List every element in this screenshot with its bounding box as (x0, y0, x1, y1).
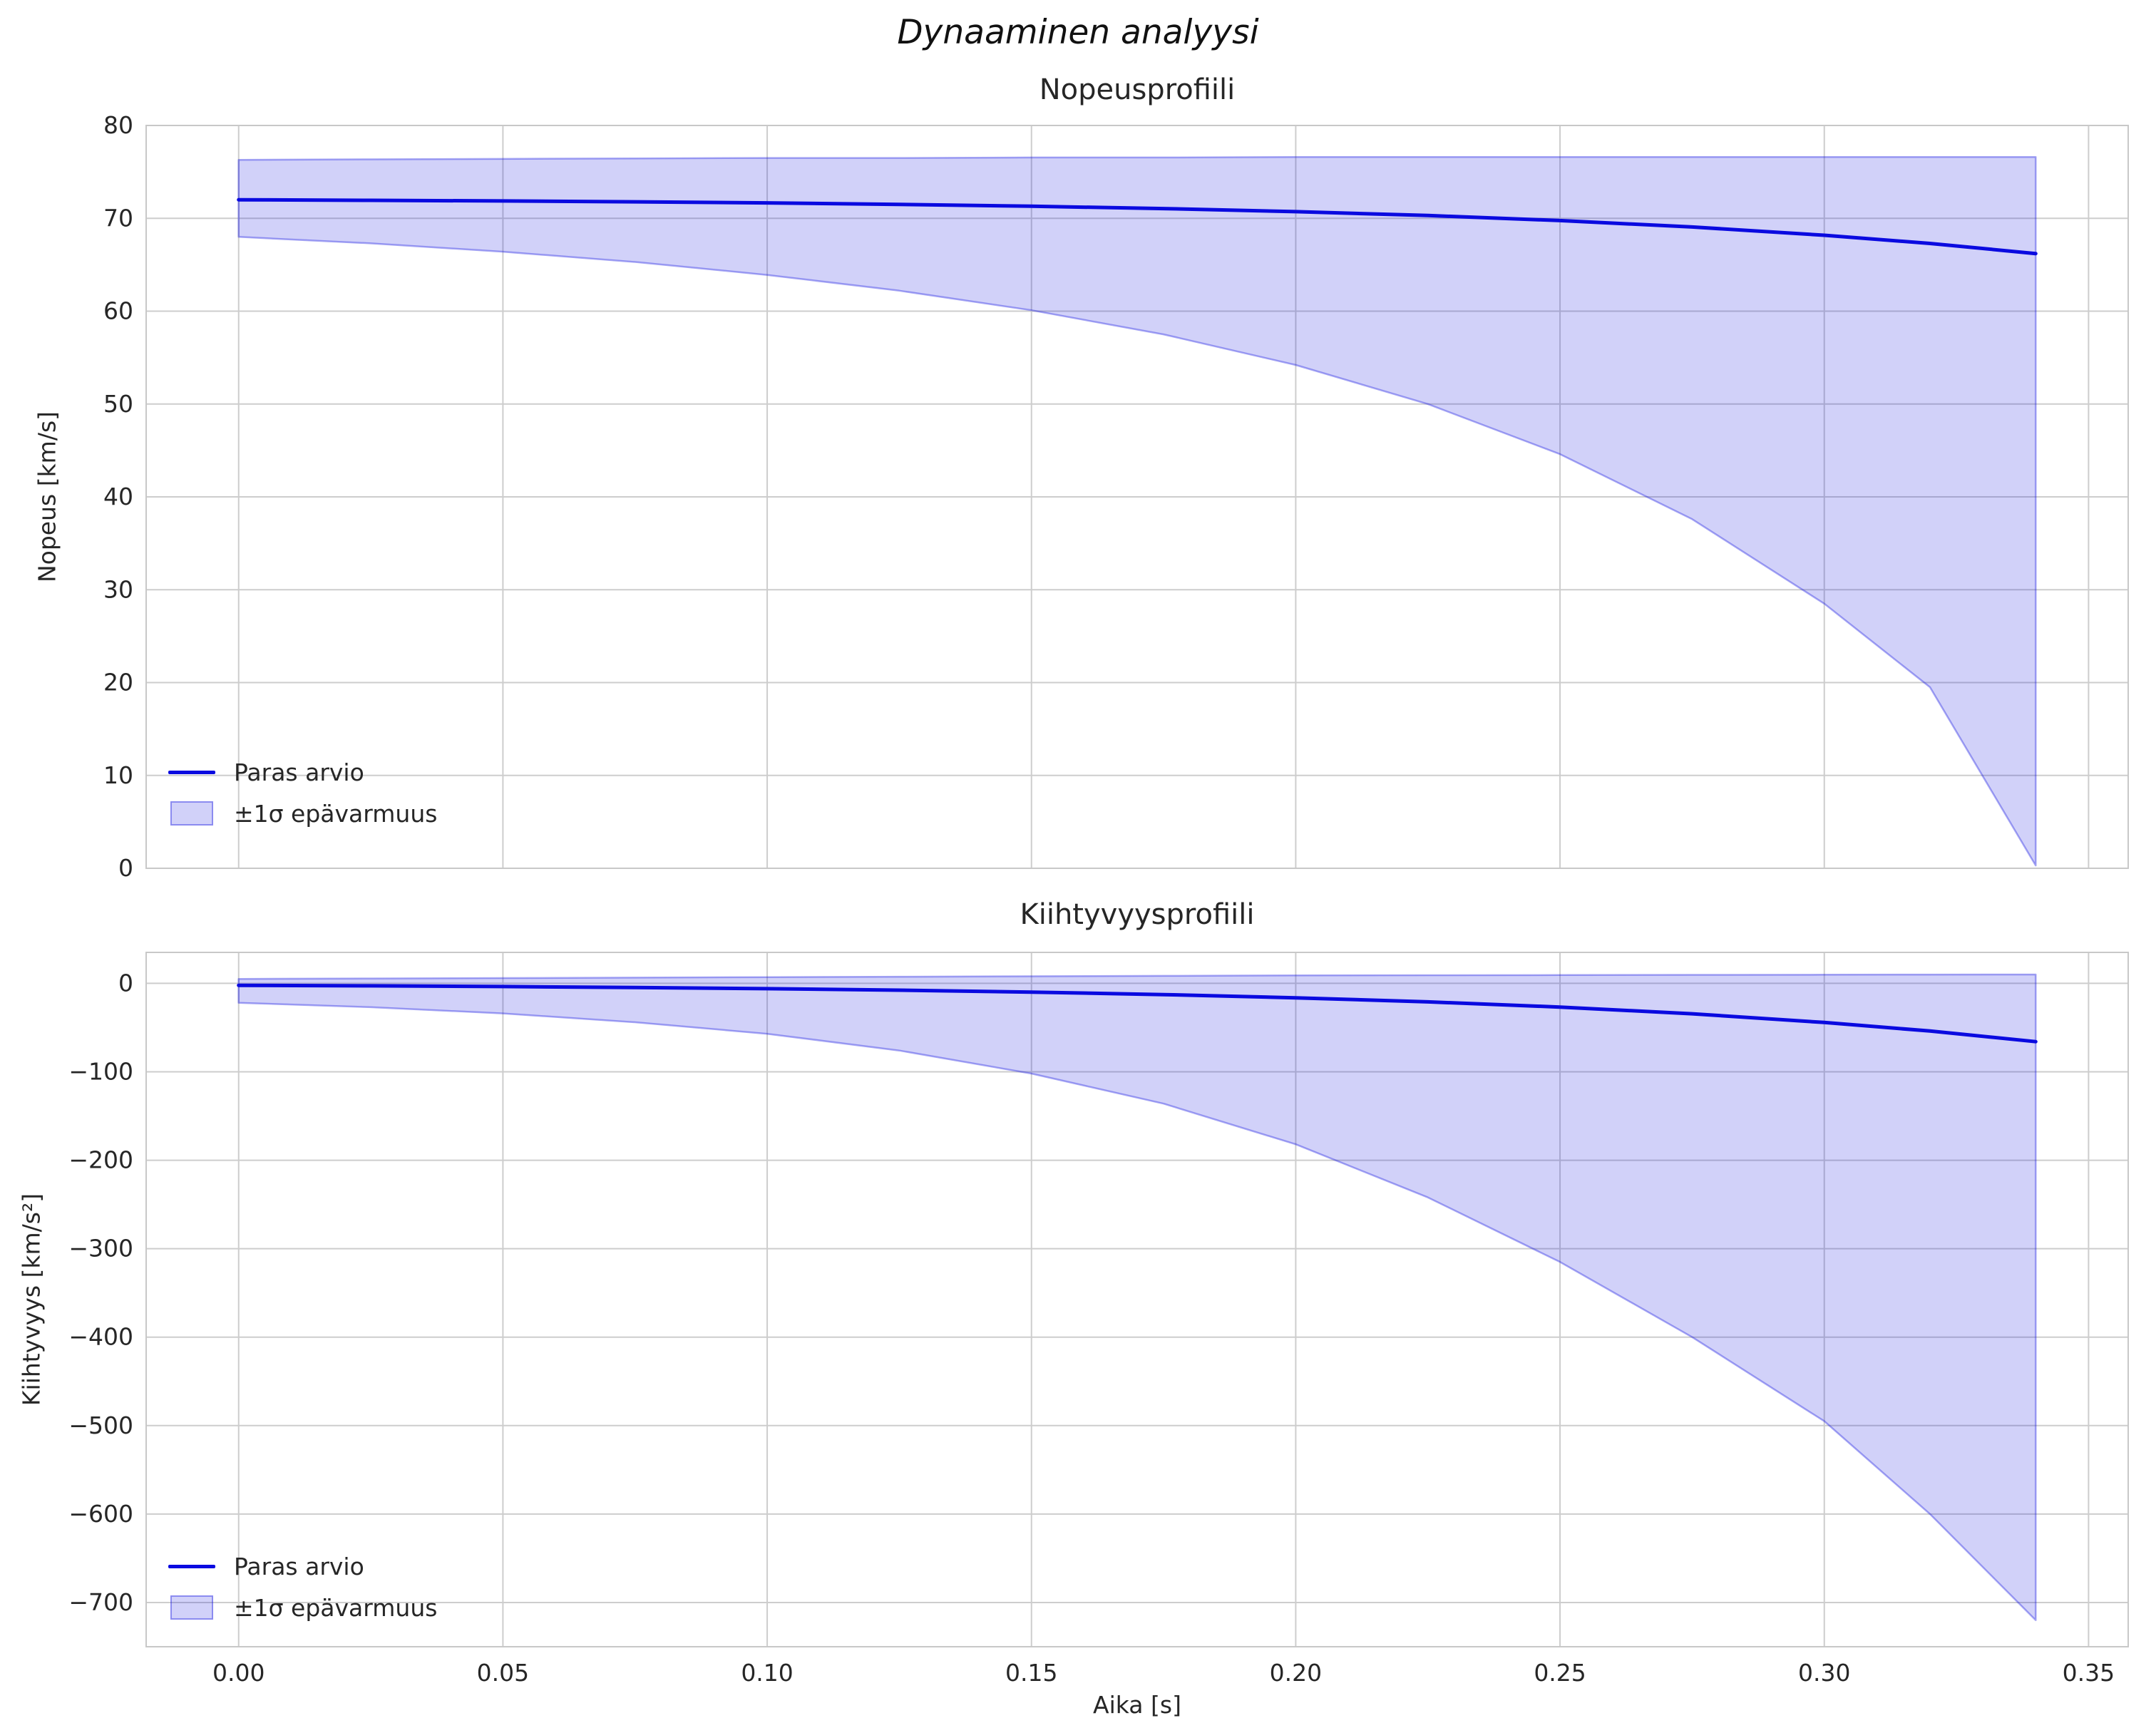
y-tick-label: −300 (68, 1235, 133, 1262)
legend-band-swatch-wrap (165, 1595, 218, 1620)
legend-label-uncertainty: ±1σ epävarmuus (234, 799, 438, 828)
y-tick-label: 20 (103, 669, 133, 696)
x-tick-label: 0.20 (1270, 1659, 1322, 1687)
x-axis-label: Aika [s] (1093, 1691, 1181, 1719)
y-tick-label: −700 (68, 1588, 133, 1616)
uncertainty-band-swatch (170, 1595, 213, 1620)
best-estimate-line (237, 197, 2038, 256)
y-tick-label: 40 (103, 483, 133, 510)
legend-line-swatch-wrap (165, 770, 218, 774)
y-tick-label: 0 (118, 969, 133, 997)
y-tick-label: 50 (103, 390, 133, 418)
y-tick-label: 10 (103, 761, 133, 789)
acceleration-chart-title: Kiihtyvyysprofiili (1020, 898, 1255, 931)
subplot-acceleration: 0 −100 −200 −300 −400 −500 −600 −700 0.00 0.05 0.1… (68, 952, 2129, 1687)
uncertainty-band (237, 156, 2037, 867)
legend-band-swatch-wrap (165, 801, 218, 826)
legend-item-uncertainty: ±1σ epävarmuus (165, 798, 437, 828)
y-tick-label: −600 (68, 1500, 133, 1528)
y-tick-label: 30 (103, 575, 133, 603)
figure-title: Dynaaminen analyysi (897, 13, 1259, 52)
x-tick-label: 0.30 (1798, 1659, 1850, 1687)
y-tick-label: −200 (68, 1146, 133, 1174)
plot-frame (145, 125, 2129, 869)
plot-frame (145, 952, 2129, 1647)
legend-label-uncertainty: ±1σ epävarmuus (234, 1593, 438, 1622)
acceleration-legend: Paras arvio ±1σ epävarmuus (165, 1551, 437, 1622)
y-tick-label: −500 (68, 1411, 133, 1439)
legend-line-swatch-wrap (165, 1564, 218, 1568)
uncertainty-band-swatch (170, 801, 213, 826)
y-tick-label: 70 (103, 204, 133, 232)
y-tick-label: 80 (103, 111, 133, 139)
x-tick-label: 0.05 (477, 1659, 529, 1687)
y-tick-label: −100 (68, 1058, 133, 1086)
x-tick-label: 0.15 (1005, 1659, 1057, 1687)
best-estimate-line (237, 983, 2038, 1044)
best-estimate-line-swatch (168, 770, 215, 774)
x-tick-label: 0.10 (741, 1659, 793, 1687)
legend-item-best-estimate: Paras arvio (165, 1551, 437, 1581)
velocity-legend: Paras arvio ±1σ epävarmuus (165, 757, 437, 828)
y-tick-label: −400 (68, 1323, 133, 1351)
legend-label-best-estimate: Paras arvio (234, 758, 364, 786)
legend-item-uncertainty: ±1σ epävarmuus (165, 1593, 437, 1622)
uncertainty-band (237, 973, 2037, 1622)
legend-item-best-estimate: Paras arvio (165, 757, 437, 787)
velocity-chart-title: Nopeusprofiili (1039, 73, 1236, 106)
x-tick-label: 0.35 (2063, 1659, 2115, 1687)
y-tick-label: 60 (103, 297, 133, 325)
x-tick-label: 0.25 (1534, 1659, 1586, 1687)
legend-label-best-estimate: Paras arvio (234, 1552, 364, 1580)
best-estimate-line-swatch (168, 1564, 215, 1568)
x-tick-label: 0.00 (212, 1659, 265, 1687)
subplot-velocity: 0 10 20 30 40 50 60 70 80 (103, 111, 2129, 882)
y-tick-label: 0 (118, 854, 133, 882)
